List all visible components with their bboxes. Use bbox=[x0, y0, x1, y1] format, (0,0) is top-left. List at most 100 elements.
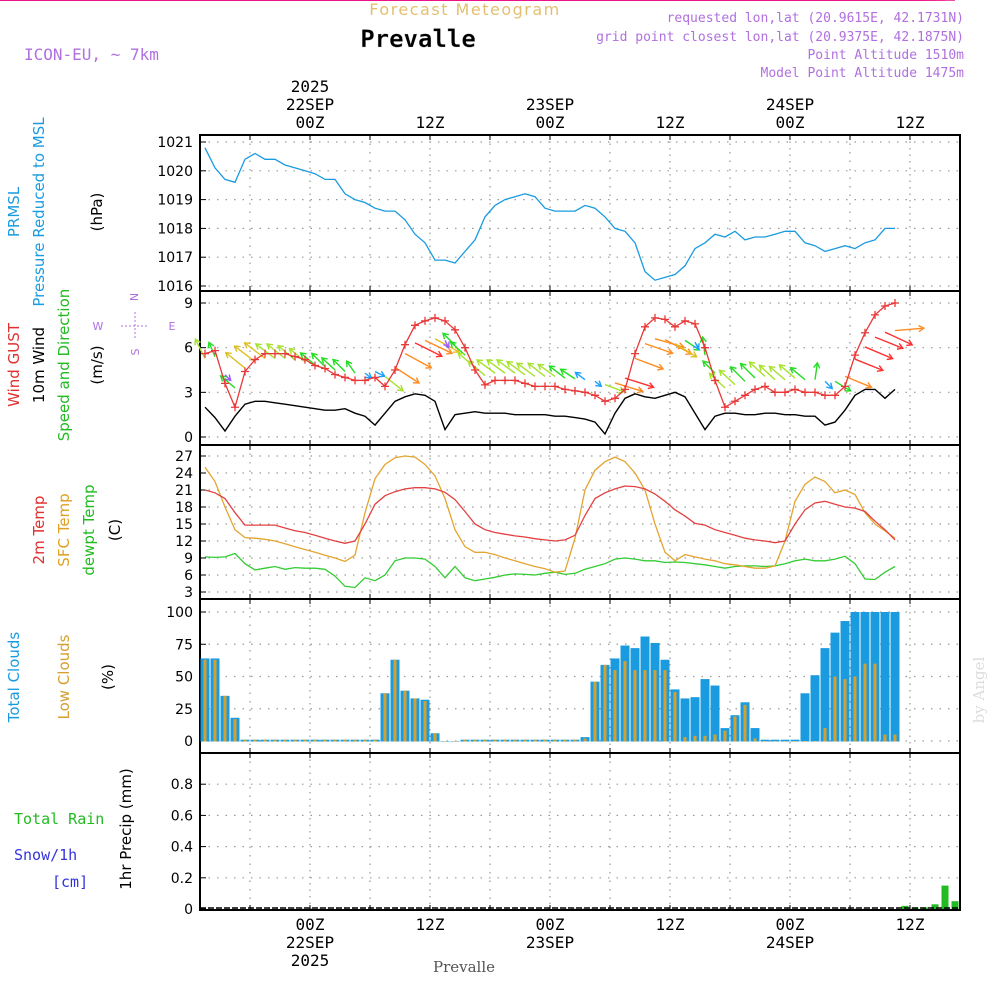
total-cloud-bar bbox=[820, 648, 830, 742]
low-cloud-bar bbox=[333, 739, 337, 742]
wind-vector-arrow bbox=[311, 352, 326, 368]
wind-vector-arrow bbox=[778, 364, 796, 379]
wind-vector-arrow bbox=[702, 360, 716, 374]
axis-label: Total Clouds bbox=[5, 632, 23, 724]
low-cloud-bar bbox=[583, 738, 587, 742]
y-tick-label: 18 bbox=[175, 500, 193, 516]
wind-vector-arrow bbox=[894, 327, 924, 332]
wind-gust-marker bbox=[231, 403, 239, 412]
wind-vector-arrow bbox=[844, 375, 872, 388]
low-cloud-bar bbox=[773, 741, 777, 742]
bottom-time-label: 00Z bbox=[776, 915, 805, 934]
wind-vector-head bbox=[425, 362, 433, 369]
y-tick-label: 1019 bbox=[157, 193, 193, 209]
wind-vector-head bbox=[265, 343, 274, 350]
low-cloud-bar bbox=[793, 741, 797, 742]
total-cloud-bar bbox=[700, 679, 710, 742]
wind-gust-marker bbox=[601, 397, 609, 406]
axis-label: (C) bbox=[106, 519, 124, 541]
low-cloud-bar bbox=[513, 739, 517, 742]
wind-gust-marker bbox=[551, 382, 559, 391]
wind-vector-head bbox=[906, 339, 914, 347]
wind-vector-head bbox=[699, 335, 707, 343]
wind-vector-head bbox=[219, 374, 227, 382]
wind-vector-head bbox=[690, 351, 698, 358]
rain-bar bbox=[931, 904, 939, 909]
wind-gust-marker bbox=[381, 382, 389, 391]
low-cloud-bar bbox=[663, 670, 667, 742]
wind-vector-head bbox=[865, 381, 873, 389]
low-cloud-bar bbox=[723, 730, 727, 742]
wind-vector-arrow bbox=[414, 342, 443, 357]
low-cloud-bar bbox=[263, 739, 267, 742]
wind-vector-arrow bbox=[527, 362, 546, 377]
y-tick-label: 3 bbox=[184, 585, 193, 601]
wind-vector-arrow bbox=[644, 342, 673, 354]
wind-gust-marker bbox=[391, 366, 399, 374]
top-time-label: 12Z bbox=[416, 113, 445, 132]
wind-vector-head bbox=[876, 365, 885, 373]
top-time-label: 22SEP bbox=[286, 95, 334, 114]
y-tick-label: 9 bbox=[184, 296, 193, 312]
low-cloud-bar bbox=[753, 738, 757, 742]
wind-vector-arrow bbox=[208, 342, 216, 358]
low-cloud-bar bbox=[363, 739, 367, 742]
wind-vector-head bbox=[277, 344, 285, 352]
wind-vector-head bbox=[758, 364, 766, 372]
low-cloud-bar bbox=[873, 663, 877, 742]
y-tick-label: 21 bbox=[175, 483, 193, 499]
wind-gust-marker bbox=[531, 382, 539, 391]
wind-gust-marker bbox=[701, 343, 709, 352]
wind-gust-marker bbox=[291, 352, 299, 361]
y-tick-label: 75 bbox=[175, 637, 193, 653]
wind-vector-arrow bbox=[758, 364, 776, 381]
y-tick-label: 0 bbox=[184, 734, 193, 750]
low-cloud-bar bbox=[353, 739, 357, 742]
wind-vector-arrow bbox=[384, 375, 404, 392]
y-tick-label: 9 bbox=[184, 551, 193, 567]
y-tick-label: 6 bbox=[184, 568, 193, 584]
wind-vector-arrow bbox=[266, 343, 286, 359]
precip-legend-label: Total Rain bbox=[14, 810, 104, 828]
wind-gust-marker bbox=[261, 349, 269, 358]
point-altitude: Point Altitude 1510m bbox=[807, 48, 964, 63]
footer-location: Prevalle bbox=[433, 958, 495, 976]
wind-gust-marker bbox=[581, 388, 589, 397]
page-title: Prevalle bbox=[360, 25, 476, 53]
wind-vector-arrow bbox=[730, 366, 746, 382]
y-tick-label: 100 bbox=[166, 605, 193, 621]
wind-vector-arrow bbox=[548, 365, 566, 379]
model-label: ICON-EU, ~ 7km bbox=[24, 45, 159, 64]
wind-vector-head bbox=[702, 360, 709, 368]
top-time-label: 2025 bbox=[291, 77, 330, 96]
y-tick-label: 12 bbox=[175, 534, 193, 550]
wind-gust-marker bbox=[721, 403, 729, 412]
wind-vector-arrow bbox=[814, 362, 819, 380]
wind-vector-arrow bbox=[404, 352, 432, 369]
wind-vector-head bbox=[457, 352, 465, 359]
low-cloud-bar bbox=[423, 701, 427, 742]
wind-gust-marker bbox=[741, 391, 749, 400]
wind-gust-marker bbox=[681, 316, 689, 325]
wind-gust-marker bbox=[281, 349, 289, 358]
wind-vector-arrow bbox=[516, 362, 536, 377]
wind-vector-head bbox=[475, 359, 484, 366]
low-cloud-bar bbox=[613, 670, 617, 742]
wind-gust-marker bbox=[641, 322, 649, 331]
low-cloud-bar bbox=[543, 739, 547, 742]
wind-vector-arrow bbox=[486, 359, 506, 374]
low-cloud-bar bbox=[733, 716, 737, 742]
wind-vector-head bbox=[748, 361, 756, 368]
low-cloud-bar bbox=[823, 728, 827, 742]
compass-west: W bbox=[93, 320, 104, 333]
wind-panel: 0 3 6 9 Wind GUST 10m Wind Speed and Direction… bbox=[0, 0, 961, 446]
wind-gust-marker bbox=[771, 388, 779, 397]
axis-label: 2m Temp bbox=[30, 496, 48, 565]
wind-vector-head bbox=[896, 343, 905, 350]
axis-label: (m/s) bbox=[88, 345, 106, 384]
low-cloud-bar bbox=[393, 659, 397, 742]
wind-gust-marker bbox=[671, 322, 679, 331]
low-cloud-bar bbox=[603, 664, 607, 742]
